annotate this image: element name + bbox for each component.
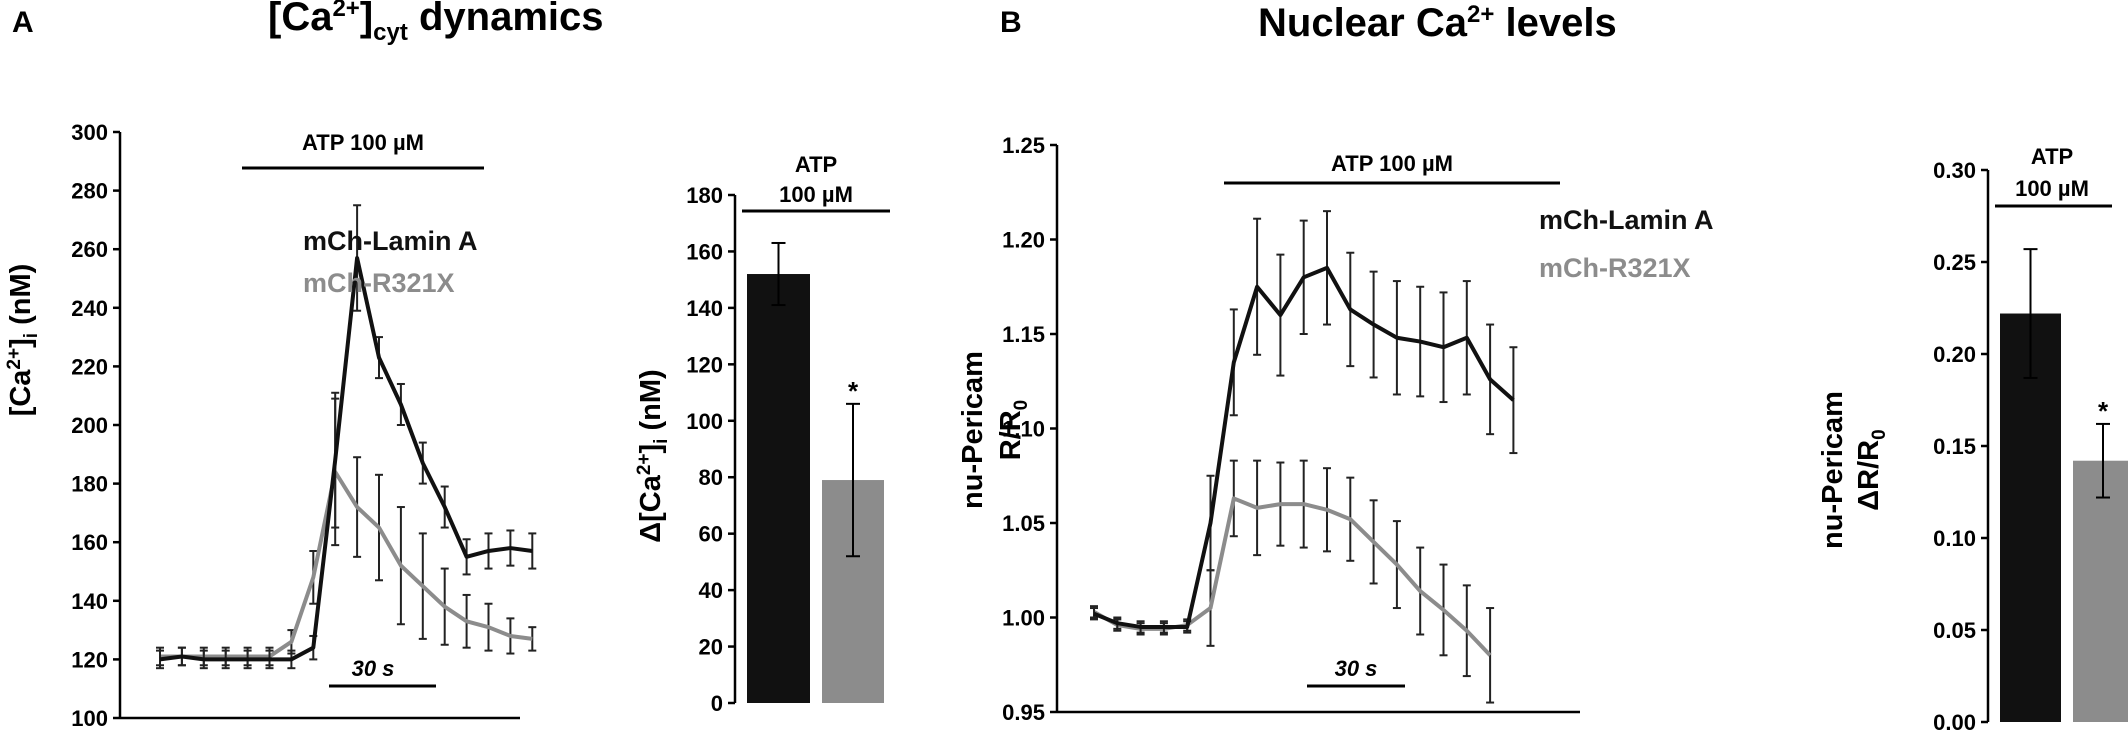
chart-a-bar-stim-label-line2: 100 µM xyxy=(779,182,853,207)
chart-b-bar-ytick-label: 0.00 xyxy=(1933,710,1976,733)
chart-b-bar-r321x-bar xyxy=(2073,460,2128,722)
panel-a-title: [Ca2+]cyt dynamics xyxy=(268,0,604,46)
panel-b-title: Nuclear Ca2+ levels xyxy=(1258,1,1617,45)
chart-b-bar-ytick-label: 0.15 xyxy=(1933,434,1976,459)
chart-b-bar-stim-label-line1: ATP xyxy=(2031,144,2073,169)
chart-a-trace-ytick-label: 220 xyxy=(71,354,108,379)
chart-a-trace-ytick-label: 300 xyxy=(71,120,108,145)
chart-b-trace-ytick-label: 1.00 xyxy=(1002,606,1045,631)
chart-b-bar-ytick-label: 0.20 xyxy=(1933,342,1976,367)
chart-b-bar-ylabel-line2: ΔR/R0 xyxy=(1853,429,1890,510)
chart-a-bar: Δ[Ca2+]i (nM) 0 20 40 60 80 100 120 140 160 180 *… xyxy=(634,152,890,716)
chart-a-bar-ytick-label: 100 xyxy=(686,409,723,434)
chart-a-trace-ylabel: [Ca2+]i (nM) xyxy=(4,264,42,417)
chart-b-bar-lamin-bar xyxy=(2000,313,2061,722)
chart-a-trace-stim-label: ATP 100 µM xyxy=(302,130,424,155)
chart-b-trace-scale-label: 30 s xyxy=(1335,656,1378,681)
panel-a-letter: A xyxy=(12,6,34,39)
chart-a-trace-lamin-line xyxy=(159,255,533,662)
chart-b-trace-ylabel-line1: nu-Pericam xyxy=(957,351,989,509)
chart-a-trace-ytick-label: 120 xyxy=(71,647,108,672)
chart-a-trace-ytick-label: 100 xyxy=(71,706,108,731)
chart-a-bar-ytick-label: 20 xyxy=(699,635,723,660)
chart-a-bar-r321x-significance-star: * xyxy=(848,376,859,406)
chart-b-bar-ytick-label: 0.30 xyxy=(1933,158,1976,183)
chart-a-trace: [Ca2+]i (nM) 100 120 140 160 180 200 220 240 260… xyxy=(4,120,537,731)
chart-a-trace-ytick-label: 280 xyxy=(71,179,108,204)
chart-b-trace-legend-r321x: mCh-R321X xyxy=(1539,253,1691,283)
chart-a-trace-ytick-label: 200 xyxy=(71,413,108,438)
chart-a-bar-ytick-label: 0 xyxy=(711,691,723,716)
chart-a-bar-ytick-label: 120 xyxy=(686,352,723,377)
chart-a-trace-legend-lamin: mCh-Lamin A xyxy=(303,226,478,256)
chart-b-trace-ytick-label: 1.20 xyxy=(1002,228,1045,253)
chart-a-trace-ytick-label: 140 xyxy=(71,589,108,614)
chart-a-bar-ytick-label: 180 xyxy=(686,183,723,208)
chart-a-bar-lamin-bar xyxy=(747,274,810,703)
chart-b-trace: nu-Pericam R/R0 0.95 1.00 1.05 1.10 1.15 1.20… xyxy=(957,133,1714,725)
chart-b-trace-stim-label: ATP 100 µM xyxy=(1331,151,1453,176)
chart-b-trace-ytick-label: 1.25 xyxy=(1002,133,1045,158)
chart-a-trace-scale-label: 30 s xyxy=(352,656,395,681)
chart-b-bar-stim-label-line2: 100 µM xyxy=(2015,176,2089,201)
chart-b-trace-ytick-label: 1.15 xyxy=(1002,322,1045,347)
chart-b-bar-r321x-significance-star: * xyxy=(2098,396,2109,426)
chart-a-bar-ytick-label: 40 xyxy=(699,578,723,603)
chart-a-bar-ytick-label: 160 xyxy=(686,239,723,264)
chart-a-trace-ytick-label: 160 xyxy=(71,530,108,555)
chart-b-trace-ytick-label: 0.95 xyxy=(1002,700,1045,725)
chart-b-bar-ytick-label: 0.05 xyxy=(1933,618,1976,643)
chart-a-bar-stim-label-line1: ATP xyxy=(795,152,837,177)
chart-b-trace-ylabel-line2: R/R0 xyxy=(995,400,1032,461)
chart-a-bar-ytick-label: 140 xyxy=(686,296,723,321)
chart-b-trace-lamin-line xyxy=(1093,265,1515,629)
chart-a-trace-legend-r321x: mCh-R321X xyxy=(303,268,455,298)
panel-b-letter: B xyxy=(1000,6,1022,39)
chart-b-trace-ytick-label: 1.10 xyxy=(1002,417,1045,442)
chart-a-trace-r321x-line xyxy=(160,469,533,659)
chart-b-bar-ytick-label: 0.10 xyxy=(1933,526,1976,551)
chart-b-bar-ylabel-line1: nu-Pericam xyxy=(1817,391,1849,549)
chart-a-bar-ylabel: Δ[Ca2+]i (nM) xyxy=(634,369,672,542)
chart-a-bar-ytick-label: 60 xyxy=(699,522,723,547)
chart-a-trace-ytick-label: 240 xyxy=(71,296,108,321)
chart-b-trace-ytick-label: 1.05 xyxy=(1002,511,1045,536)
chart-b-trace-r321x-line xyxy=(1093,496,1492,657)
chart-b-bar: nu-Pericam ΔR/R0 0.00 0.05 0.10 0.15 0.20 0.2… xyxy=(1817,144,2128,733)
chart-a-trace-ytick-label: 260 xyxy=(71,237,108,262)
chart-a-trace-ytick-label: 180 xyxy=(71,472,108,497)
chart-b-trace-legend-lamin: mCh-Lamin A xyxy=(1539,205,1714,235)
chart-a-bar-ytick-label: 80 xyxy=(699,465,723,490)
chart-b-bar-ytick-label: 0.25 xyxy=(1933,250,1976,275)
